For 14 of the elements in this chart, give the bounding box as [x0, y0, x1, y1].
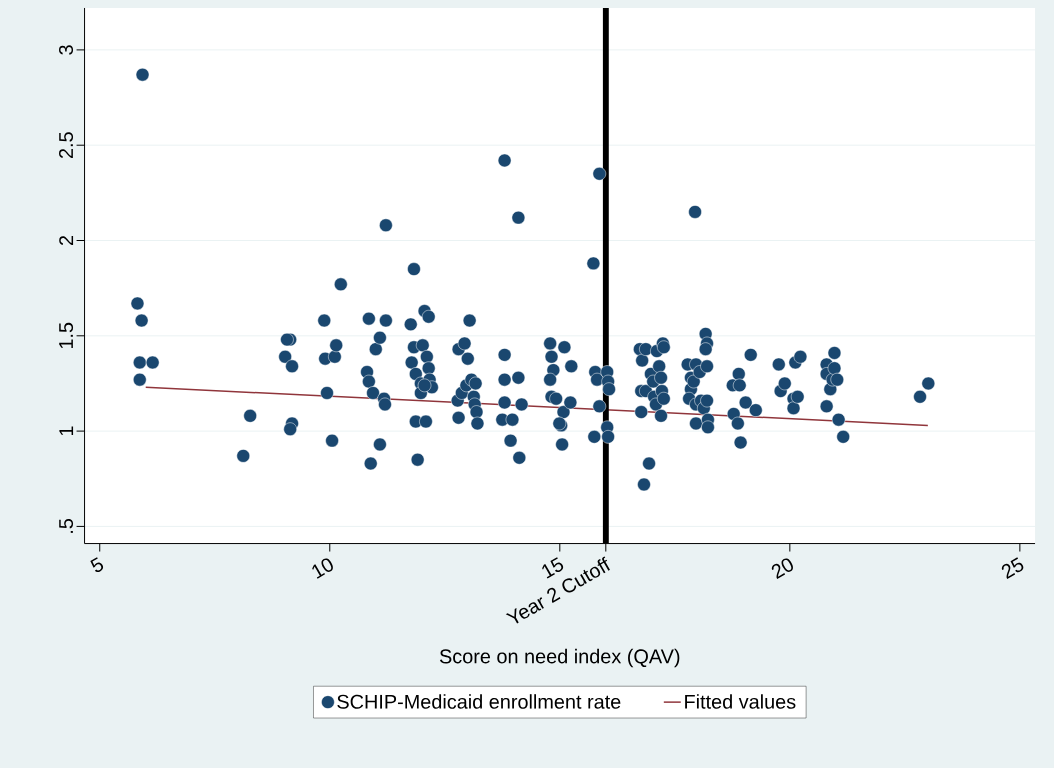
x-tick-label: 15: [542, 557, 564, 579]
x-tick-label: 20: [771, 558, 793, 579]
y-tick-label: 1.5: [59, 322, 74, 349]
x-tick-label: 10: [312, 558, 333, 579]
y-tick-label: 2: [59, 236, 74, 246]
y-tick-label: 2.5: [59, 132, 74, 159]
x-tick-label: 25: [1001, 557, 1024, 579]
legend-label: SCHIP-Medicaid enrollment rate: [337, 694, 621, 709]
x-tick-label: 5: [90, 557, 104, 573]
y-tick-label: .5: [59, 518, 74, 533]
x-axis-title: Score on need index (QAV): [439, 648, 680, 668]
y-tick-label: 1: [59, 426, 74, 436]
legend-label: Fitted values: [685, 694, 796, 709]
y-tick-label: 3: [59, 45, 74, 55]
